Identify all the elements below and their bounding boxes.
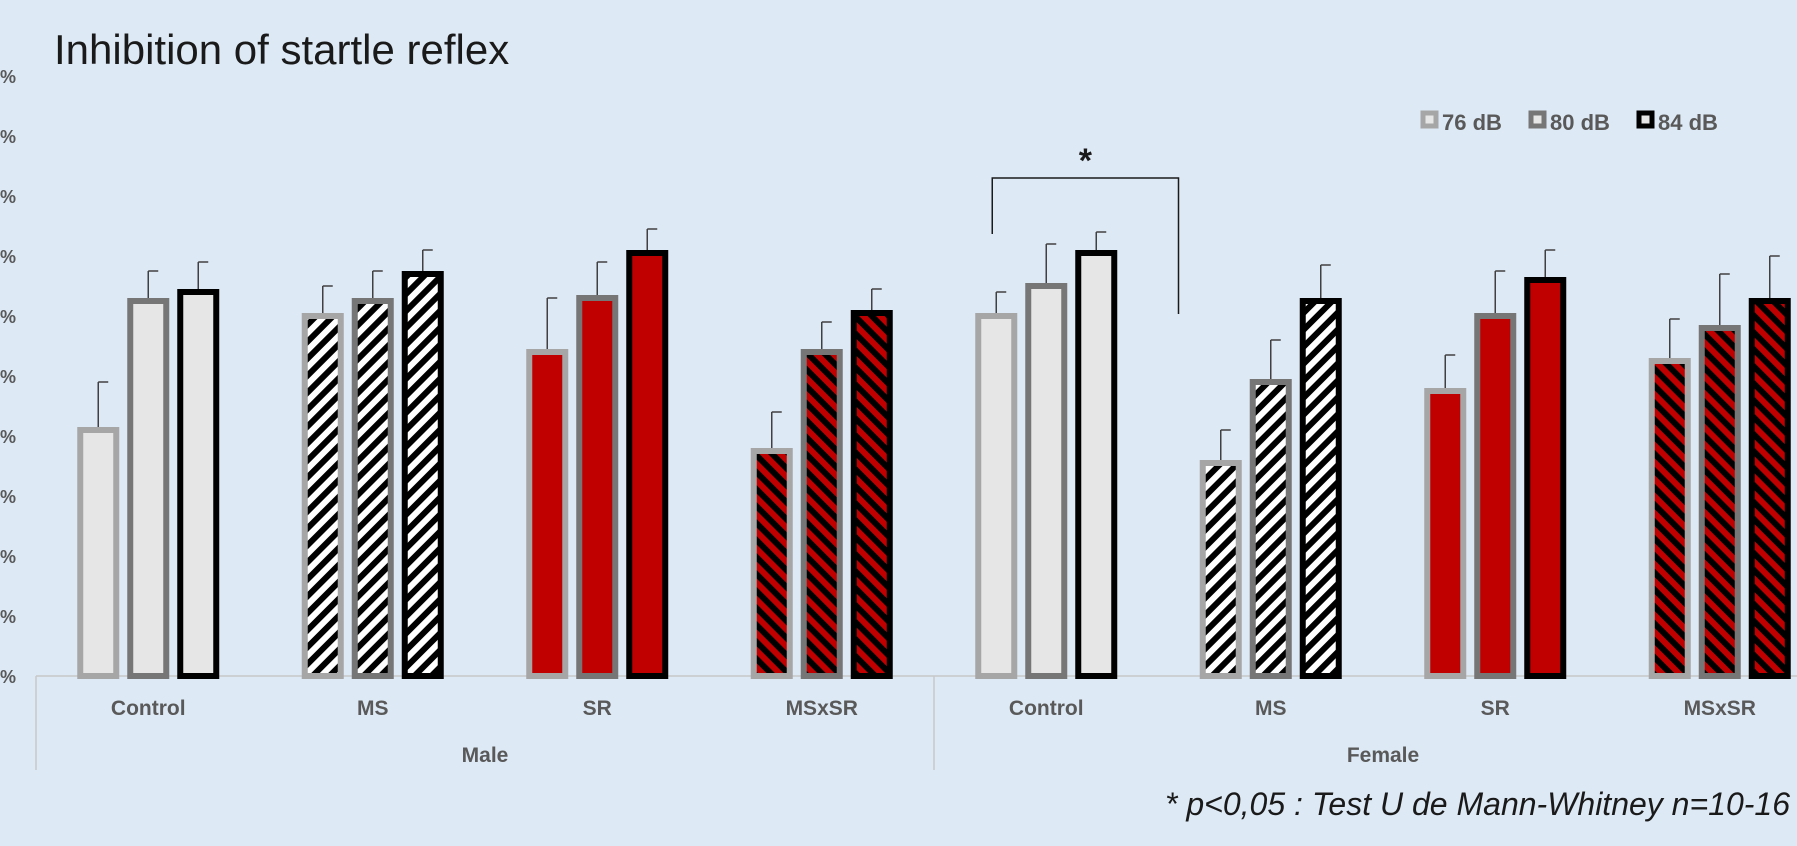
group-label: Female <box>1347 744 1419 767</box>
bar <box>127 298 170 679</box>
bar <box>850 310 893 679</box>
y-tick-label: % <box>0 187 16 207</box>
legend-label: 80 dB <box>1550 110 1610 135</box>
bar <box>1299 298 1342 679</box>
bar <box>77 427 120 679</box>
legend-swatch <box>1528 110 1547 129</box>
x-tick-label: SR <box>583 697 612 720</box>
y-tick-label: % <box>0 667 16 687</box>
significance-star: * <box>1079 142 1093 180</box>
y-tick-label: % <box>0 127 16 147</box>
y-tick-label: % <box>0 427 16 447</box>
bar <box>1424 388 1467 679</box>
x-tick-label: MSxSR <box>786 697 858 720</box>
bar <box>800 349 843 679</box>
bar <box>351 298 394 679</box>
legend-label: 76 dB <box>1442 110 1502 135</box>
legend-swatch <box>1420 110 1439 129</box>
x-tick-label: Control <box>111 697 186 720</box>
x-tick-label: Control <box>1009 697 1084 720</box>
bar <box>301 313 344 679</box>
bar <box>1524 277 1567 679</box>
x-tick-label: MS <box>357 697 389 720</box>
y-tick-label: % <box>0 487 16 507</box>
bar <box>1698 325 1741 679</box>
bar <box>975 313 1018 679</box>
legend-swatch <box>1636 110 1655 129</box>
y-tick-label: % <box>0 247 16 267</box>
bar <box>401 271 444 679</box>
bar <box>1025 283 1068 679</box>
y-tick-label: % <box>0 367 16 387</box>
bar <box>576 295 619 679</box>
x-tick-label: MS <box>1255 697 1287 720</box>
legend-label: 84 dB <box>1658 110 1718 135</box>
y-tick-label: % <box>0 547 16 567</box>
bar <box>1748 298 1791 679</box>
bar <box>750 448 793 679</box>
x-tick-label: MSxSR <box>1684 697 1756 720</box>
bar <box>526 349 569 679</box>
chart-title: Inhibition of startle reflex <box>54 26 510 73</box>
significance-bracket <box>991 177 1180 314</box>
y-tick-label: % <box>0 607 16 627</box>
bar <box>1474 313 1517 679</box>
group-label: Male <box>462 744 509 767</box>
y-tick-label: % <box>0 307 16 327</box>
bar <box>1075 250 1118 679</box>
bar <box>626 250 669 679</box>
y-tick-label: % <box>0 67 16 87</box>
footnote: * p<0,05 : Test U de Mann-Whitney n=10-1… <box>1165 786 1790 822</box>
bar <box>1648 358 1691 679</box>
bar <box>1199 460 1242 679</box>
x-tick-label: SR <box>1481 697 1510 720</box>
bar <box>177 289 220 679</box>
bar <box>1249 379 1292 679</box>
